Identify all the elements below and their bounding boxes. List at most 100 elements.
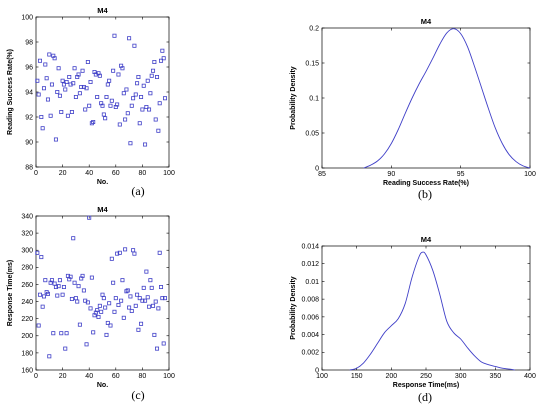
data-point [143,142,148,147]
data-point [139,321,144,326]
data-point [68,274,73,279]
y-tick-label: 220 [21,316,33,323]
x-tick-label: 40 [85,170,93,177]
data-point [149,73,154,78]
x-tick-label: 350 [489,373,501,380]
data-point [81,288,86,293]
data-point [133,92,138,97]
data-point [71,81,76,86]
chart-title: M4 [421,235,432,244]
panel-caption: (c) [131,388,144,402]
data-point [140,298,145,303]
data-point [148,278,153,283]
data-point [144,105,149,110]
data-point [112,33,117,38]
y-tick-label: 240 [21,299,33,306]
y-tick-label: 340 [21,213,33,220]
data-point [111,68,116,73]
data-point [79,85,84,90]
data-point [53,285,58,290]
data-point [99,309,104,314]
data-point [84,86,89,91]
y-tick-label: 0.2 [309,25,319,32]
y-tick-label: 300 [21,248,33,255]
x-tick-label: 100 [524,171,536,178]
data-point [84,342,89,347]
data-point [91,120,96,125]
data-point [100,103,105,108]
data-point [95,95,100,100]
y-axis-label: Reading Success Rate(%) [7,49,14,135]
data-point [139,95,144,100]
x-tick-label: 100 [163,170,175,177]
data-point [131,248,136,253]
data-point [157,250,162,255]
data-point [161,56,166,61]
data-point [39,255,44,260]
data-point [127,36,132,41]
plot-frame [35,215,170,371]
panel-c-response-time-scatter: M4 0 20 40 60 80 100 160 180 200 220 240 260 280 300 32… [7,205,175,402]
y-tick-label: 0 [315,367,319,374]
data-point [144,269,149,274]
y-tick-label: 0.004 [301,332,319,339]
data-point [156,128,161,133]
data-point [85,60,90,65]
data-point [147,304,152,309]
panel-d-response-time-density: M4 100 150 200 250 300 350 400 0 0.002 0.004 0.006 0… [290,235,536,404]
y-tick-label: 98 [25,39,33,46]
data-point [104,95,109,100]
data-point [61,82,66,87]
data-point [41,86,46,91]
data-point [135,292,140,297]
x-tick-label: 80 [139,170,147,177]
data-point [97,303,102,308]
data-point [59,110,64,115]
panel-caption: (a) [131,184,144,198]
data-point [64,331,69,336]
data-point [61,285,66,290]
y-tick-label: 0.002 [301,350,319,357]
y-tick-label: 160 [21,367,33,374]
data-point [39,115,44,120]
data-point [163,296,168,301]
panel-b-reading-success-density: M4 85 90 95 100 0 0.05 0.1 0.15 0.2 Reading Succes… [290,17,536,201]
x-tick-label: 20 [59,373,67,380]
data-point [91,330,96,335]
data-point [41,294,46,299]
y-tick-label: 88 [25,164,33,171]
data-point [35,250,40,255]
y-tick-label: 0.006 [301,314,319,321]
y-tick-label: 280 [21,265,33,272]
x-tick-label: 400 [524,373,536,380]
y-axis-label: Response Time(ms) [7,260,14,326]
y-tick-label: 0.008 [301,297,319,304]
data-point [95,308,100,313]
data-point [128,294,133,299]
y-tick-label: 0.15 [305,60,319,67]
data-point [105,320,110,325]
y-tick-label: 200 [21,333,33,340]
density-curve [349,251,515,371]
data-point [88,306,93,311]
data-point [36,323,41,328]
data-point [47,354,52,359]
data-point [125,288,130,293]
data-point [160,296,165,301]
data-point [121,91,126,96]
data-point [116,72,121,77]
data-point [53,137,58,142]
data-point [141,83,146,88]
data-point [109,98,114,103]
data-point [75,299,80,304]
data-point [141,285,146,290]
data-point [124,87,129,92]
y-axis-label: Probability Density [290,276,297,340]
data-point [149,285,154,290]
y-tick-label: 94 [25,89,33,96]
data-point [64,80,69,85]
data-point [132,43,137,48]
data-point [159,285,164,290]
data-point [43,278,48,283]
data-point [160,48,165,53]
